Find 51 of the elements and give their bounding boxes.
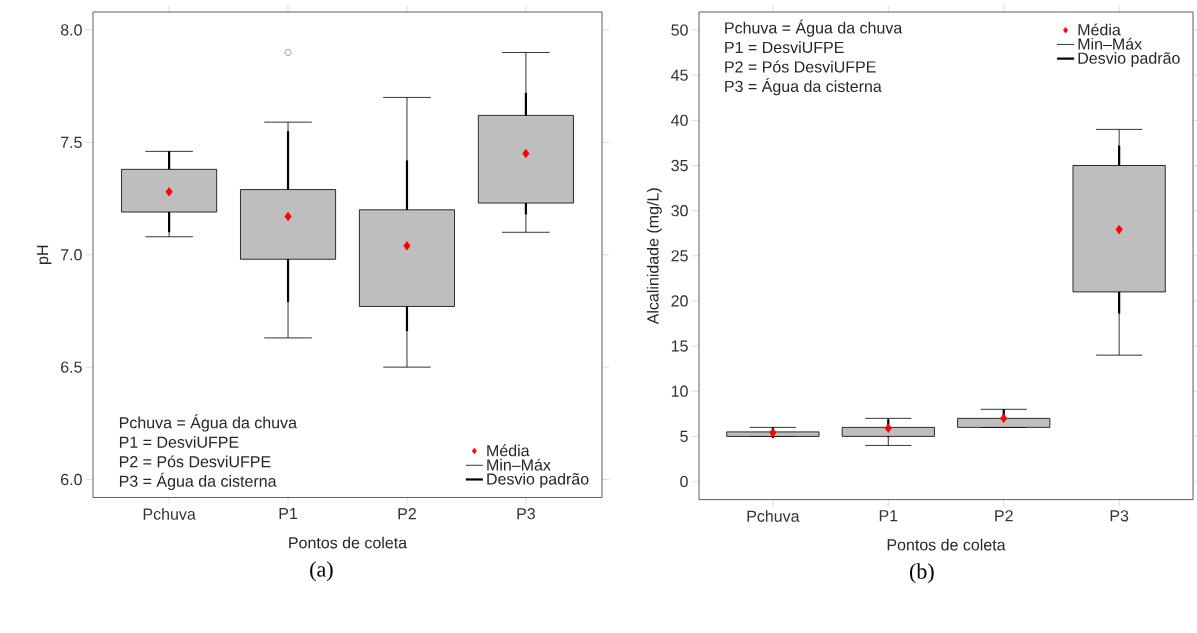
- x-axis-title: Pontos de coleta: [887, 538, 1006, 551]
- y-tick-label: 45: [671, 69, 688, 81]
- annotation: Desvio padrão: [487, 472, 589, 488]
- y-tick-label: 8.0: [60, 24, 82, 36]
- y-tick-label: 10: [671, 385, 688, 397]
- point: [165, 187, 173, 197]
- annotation: P3 = Água da cisterna: [119, 472, 277, 491]
- x-tick-label: P2: [398, 508, 416, 520]
- y-tick-label: 20: [671, 295, 688, 307]
- y-tick-label: 15: [671, 340, 688, 352]
- point: [522, 148, 530, 159]
- y-tick-label: 30: [671, 205, 688, 217]
- y-tick-label: 35: [671, 159, 688, 172]
- point: [403, 241, 411, 251]
- annotation: P3 = Água da cisterna: [725, 78, 882, 96]
- legend-label: Média: [1078, 23, 1121, 36]
- y-tick-label: 6.5: [61, 361, 82, 373]
- text: (a): [310, 561, 333, 582]
- point: [284, 211, 292, 222]
- x-tick-label: P3: [1110, 510, 1129, 522]
- point: [1115, 224, 1123, 235]
- annotation: P1 = DesviUFPE: [725, 41, 844, 54]
- x-tick-label: P2: [995, 510, 1013, 522]
- y-tick-label: 7.5: [61, 136, 82, 148]
- x-tick-label: P1: [879, 510, 898, 522]
- x-tick-label: Pchuva: [747, 510, 800, 522]
- x-axis-title: Pontos de coleta: [289, 536, 408, 549]
- annotation: P2 = Pós DesviUFPE: [119, 455, 271, 468]
- annotation: Pchuva = Água da chuva: [725, 19, 903, 37]
- point: [1000, 413, 1008, 424]
- annotation: Min–Máx: [487, 458, 551, 471]
- annotation: P2 = Pós DesviUFPE: [725, 60, 876, 73]
- y-axis-title: pH: [37, 245, 52, 264]
- x-tick-label: Pchuva: [143, 508, 196, 520]
- y-tick-label: 25: [671, 250, 688, 262]
- y-tick-label: 40: [671, 114, 688, 127]
- y-tick-label: 6.0: [61, 473, 82, 486]
- legend-label: Média: [487, 444, 530, 457]
- annotation: Pchuva = Água da chuva: [119, 414, 297, 432]
- y-tick-label: 7.0: [61, 249, 82, 261]
- point: [884, 423, 892, 433]
- x-tick-label: P3: [517, 508, 535, 520]
- x-tick-label: P1: [279, 508, 298, 520]
- y-tick-label: 5: [680, 430, 688, 442]
- y-tick-label: 0: [680, 475, 688, 488]
- annotation: P1 = DesviUFPE: [119, 436, 239, 448]
- y-axis-title: Alcalinidade (mg/L): [646, 188, 662, 325]
- annotation: Min–Máx: [1078, 37, 1142, 50]
- annotation: Desvio padrão: [1078, 52, 1180, 67]
- y-tick-label: 50: [671, 24, 688, 36]
- text: (b): [909, 563, 934, 584]
